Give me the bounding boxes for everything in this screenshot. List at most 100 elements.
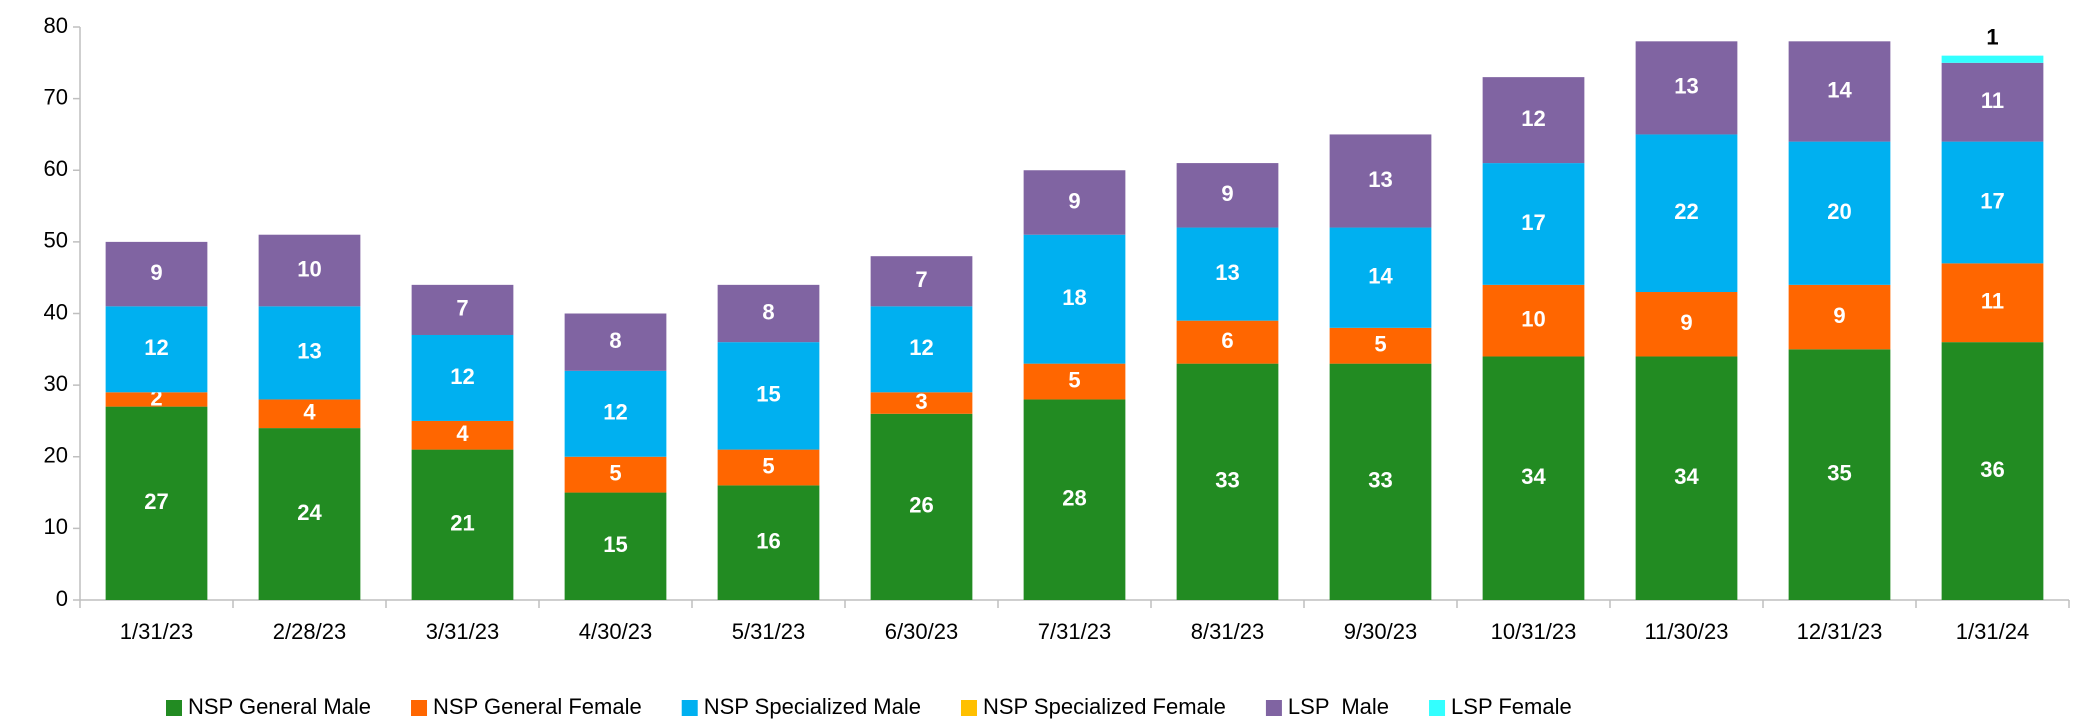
y-tick-label: 50 — [44, 228, 68, 253]
bar-segment — [1176, 163, 1279, 228]
bar-segment — [1023, 399, 1126, 600]
bar-segment — [717, 485, 820, 600]
data-label: 22 — [1674, 199, 1698, 224]
legend-swatch — [960, 700, 977, 716]
data-label: 8 — [762, 299, 774, 324]
y-tick-label: 40 — [44, 299, 68, 324]
data-label: 9 — [1680, 310, 1692, 335]
data-label: 26 — [909, 493, 933, 518]
legend-label: NSP General Male — [188, 694, 371, 719]
bar-segment — [1635, 356, 1738, 600]
bar-segment — [1482, 284, 1585, 357]
bar-segment — [1482, 356, 1585, 600]
bar-segment — [411, 334, 514, 421]
bar-segment — [105, 406, 208, 600]
bar-segment — [258, 234, 361, 307]
bar-segment — [1329, 363, 1432, 600]
y-tick-label: 60 — [44, 156, 68, 181]
x-tick-label: 7/31/23 — [1038, 619, 1111, 644]
x-tick-label: 10/31/23 — [1491, 619, 1577, 644]
data-label: 5 — [1068, 367, 1080, 392]
bar-segment — [1176, 227, 1279, 321]
data-label: 16 — [756, 529, 780, 554]
data-label: 11 — [1981, 289, 2004, 314]
data-label: 34 — [1674, 464, 1699, 489]
data-label: 12 — [603, 400, 627, 425]
x-tick-label: 8/31/23 — [1191, 619, 1264, 644]
legend-label: LSP Female — [1451, 694, 1572, 719]
bar-segment — [258, 428, 361, 600]
bar-segment — [1176, 363, 1279, 600]
bar-segment — [1941, 55, 2044, 63]
bar-segment — [564, 370, 667, 457]
legend-label: NSP Specialized Female — [983, 694, 1226, 719]
data-label: 10 — [297, 256, 321, 281]
data-label: 13 — [1215, 260, 1239, 285]
bar-segment — [411, 420, 514, 450]
bar-segment — [1788, 41, 1891, 142]
bar-segment — [1329, 134, 1432, 228]
data-label: 21 — [450, 511, 474, 536]
bar-segment — [1482, 163, 1585, 285]
bar-segment — [258, 399, 361, 429]
data-label: 5 — [762, 453, 774, 478]
data-label: 14 — [1827, 77, 1852, 102]
legend-label: NSP Specialized Male — [704, 694, 921, 719]
data-label: 11 — [1981, 88, 2004, 113]
bar-segment — [1941, 141, 2044, 264]
bar-segment — [1788, 284, 1891, 350]
bar-segment — [1023, 363, 1126, 400]
x-tick-label: 1/31/23 — [120, 619, 193, 644]
data-label: 5 — [1374, 332, 1386, 357]
bar-segment — [870, 413, 973, 600]
bar-segment — [105, 392, 208, 407]
bar-segment — [1176, 320, 1279, 364]
data-label: 36 — [1980, 457, 2004, 482]
data-label: 35 — [1827, 460, 1851, 485]
bar-segment — [258, 306, 361, 400]
legend-label: LSP Male — [1288, 694, 1389, 719]
y-tick-label: 0 — [56, 586, 68, 611]
bar-segment — [1941, 62, 2044, 142]
bar-segment — [1023, 234, 1126, 364]
data-label: 7 — [456, 296, 468, 321]
x-tick-label: 1/31/24 — [1956, 619, 2029, 644]
data-label: 13 — [1674, 74, 1698, 99]
data-label: 4 — [456, 421, 469, 446]
bar-segment — [1941, 263, 2044, 343]
data-label: 9 — [150, 260, 162, 285]
data-label: 34 — [1521, 464, 1546, 489]
bar-segment — [1329, 227, 1432, 328]
data-label: 14 — [1368, 264, 1393, 289]
bar-segment — [1941, 342, 2044, 600]
data-label: 15 — [756, 382, 780, 407]
data-label: 9 — [1068, 188, 1080, 213]
data-label: 12 — [450, 364, 474, 389]
bar-segment — [1635, 134, 1738, 293]
data-label: 18 — [1062, 285, 1086, 310]
bar-segment — [717, 449, 820, 486]
bar-segment — [1329, 327, 1432, 364]
bar-segment — [1023, 170, 1126, 235]
x-tick-label: 11/30/23 — [1644, 619, 1728, 644]
data-label: 33 — [1215, 468, 1239, 493]
data-label: 12 — [144, 335, 168, 360]
bar-segment — [411, 449, 514, 600]
bar-segment — [1635, 292, 1738, 357]
legend-swatch — [1429, 700, 1446, 716]
x-tick-label: 9/30/23 — [1344, 619, 1417, 644]
data-label: 1 — [1986, 24, 1998, 49]
data-label: 17 — [1980, 188, 2004, 213]
legend-swatch — [166, 700, 182, 716]
bar-segment — [870, 256, 973, 307]
bar-segment — [105, 306, 208, 393]
data-label: 13 — [297, 339, 321, 364]
data-label: 8 — [609, 328, 621, 353]
y-tick-label: 10 — [44, 514, 68, 539]
bar-segment — [1788, 141, 1891, 285]
bar-segment — [1482, 77, 1585, 164]
bar-segment — [1635, 41, 1738, 135]
data-label: 28 — [1062, 486, 1086, 511]
x-tick-label: 6/30/23 — [885, 619, 958, 644]
